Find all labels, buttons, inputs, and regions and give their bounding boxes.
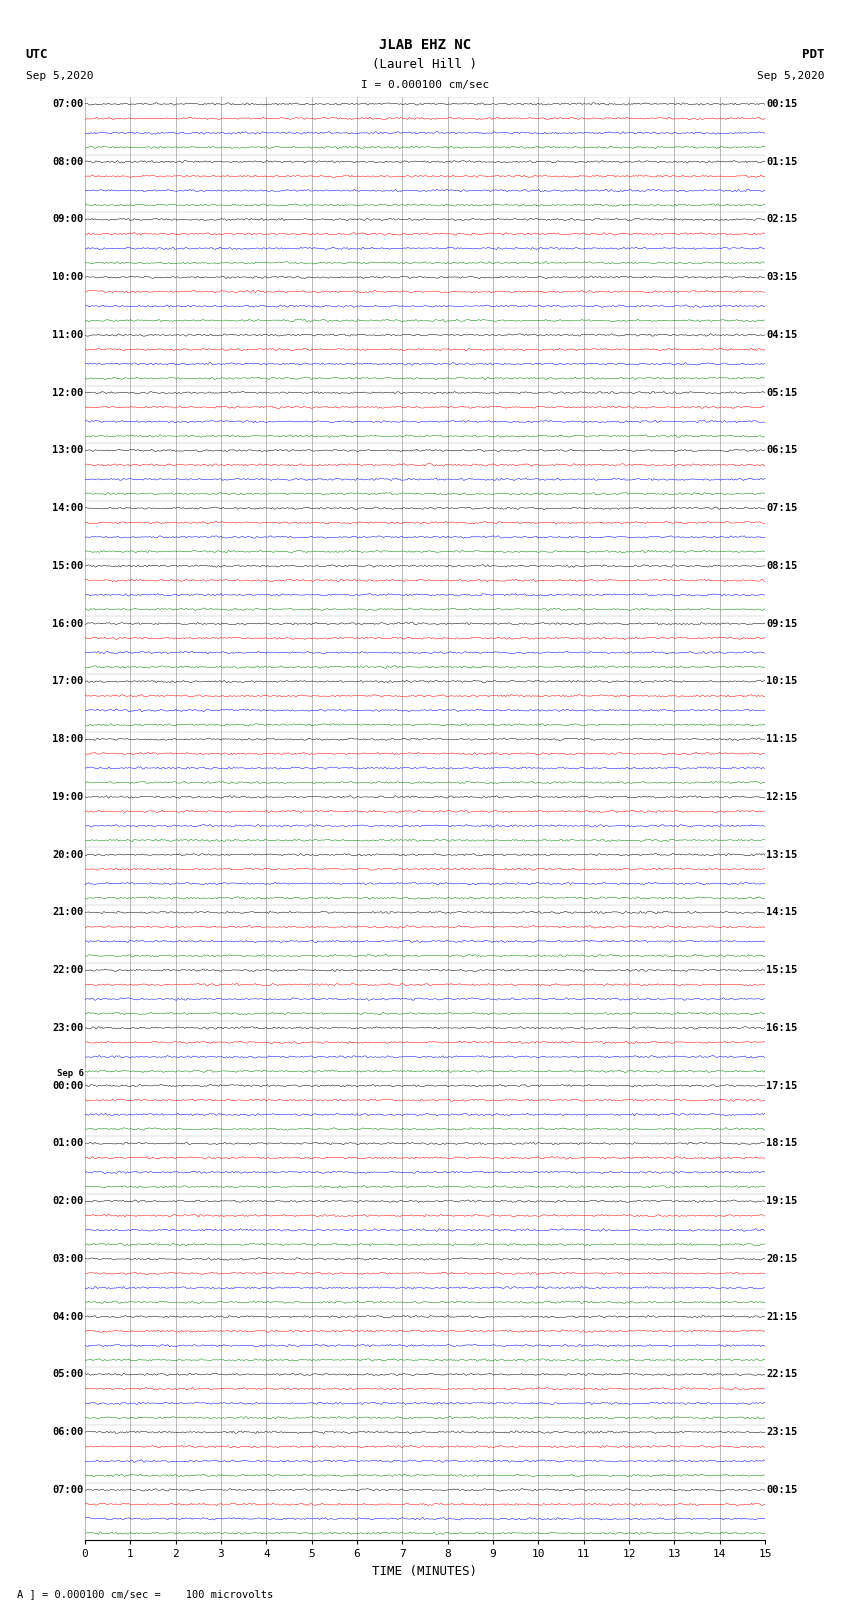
Text: 03:15: 03:15 [767, 273, 797, 282]
Text: 08:00: 08:00 [53, 156, 83, 166]
Text: 11:00: 11:00 [53, 331, 83, 340]
Text: PDT: PDT [802, 48, 824, 61]
Text: 15:15: 15:15 [767, 965, 797, 976]
Text: 09:15: 09:15 [767, 619, 797, 629]
Text: UTC: UTC [26, 48, 48, 61]
Text: 19:00: 19:00 [53, 792, 83, 802]
Text: 21:15: 21:15 [767, 1311, 797, 1321]
Text: 20:00: 20:00 [53, 850, 83, 860]
Text: 18:00: 18:00 [53, 734, 83, 744]
Text: 01:00: 01:00 [53, 1139, 83, 1148]
Text: 00:00: 00:00 [53, 1081, 83, 1090]
Text: 05:00: 05:00 [53, 1369, 83, 1379]
Text: Sep 5,2020: Sep 5,2020 [26, 71, 93, 81]
Text: 16:00: 16:00 [53, 619, 83, 629]
Text: 09:00: 09:00 [53, 215, 83, 224]
Text: 08:15: 08:15 [767, 561, 797, 571]
Text: 10:00: 10:00 [53, 273, 83, 282]
Text: 00:15: 00:15 [767, 1486, 797, 1495]
Text: 07:00: 07:00 [53, 98, 83, 110]
X-axis label: TIME (MINUTES): TIME (MINUTES) [372, 1565, 478, 1578]
Text: I = 0.000100 cm/sec: I = 0.000100 cm/sec [361, 81, 489, 90]
Text: 00:15: 00:15 [767, 98, 797, 110]
Text: 03:00: 03:00 [53, 1253, 83, 1265]
Text: 02:15: 02:15 [767, 215, 797, 224]
Text: 16:15: 16:15 [767, 1023, 797, 1032]
Text: A ] = 0.000100 cm/sec =    100 microvolts: A ] = 0.000100 cm/sec = 100 microvolts [17, 1589, 273, 1598]
Text: JLAB EHZ NC: JLAB EHZ NC [379, 37, 471, 52]
Text: 07:15: 07:15 [767, 503, 797, 513]
Text: 20:15: 20:15 [767, 1253, 797, 1265]
Text: 13:00: 13:00 [53, 445, 83, 455]
Text: 07:00: 07:00 [53, 1486, 83, 1495]
Text: 13:15: 13:15 [767, 850, 797, 860]
Text: 14:15: 14:15 [767, 908, 797, 918]
Text: 21:00: 21:00 [53, 908, 83, 918]
Text: 15:00: 15:00 [53, 561, 83, 571]
Text: Sep 5,2020: Sep 5,2020 [757, 71, 824, 81]
Text: 12:15: 12:15 [767, 792, 797, 802]
Text: 04:00: 04:00 [53, 1311, 83, 1321]
Text: 06:15: 06:15 [767, 445, 797, 455]
Text: (Laurel Hill ): (Laurel Hill ) [372, 58, 478, 71]
Text: 05:15: 05:15 [767, 387, 797, 398]
Text: 12:00: 12:00 [53, 387, 83, 398]
Text: 02:00: 02:00 [53, 1197, 83, 1207]
Text: 17:15: 17:15 [767, 1081, 797, 1090]
Text: 18:15: 18:15 [767, 1139, 797, 1148]
Text: 22:00: 22:00 [53, 965, 83, 976]
Text: 01:15: 01:15 [767, 156, 797, 166]
Text: 14:00: 14:00 [53, 503, 83, 513]
Text: 19:15: 19:15 [767, 1197, 797, 1207]
Text: 17:00: 17:00 [53, 676, 83, 687]
Text: 23:15: 23:15 [767, 1428, 797, 1437]
Text: 04:15: 04:15 [767, 331, 797, 340]
Text: 11:15: 11:15 [767, 734, 797, 744]
Text: Sep 6: Sep 6 [57, 1069, 83, 1079]
Text: 06:00: 06:00 [53, 1428, 83, 1437]
Text: 23:00: 23:00 [53, 1023, 83, 1032]
Text: 22:15: 22:15 [767, 1369, 797, 1379]
Text: 10:15: 10:15 [767, 676, 797, 687]
